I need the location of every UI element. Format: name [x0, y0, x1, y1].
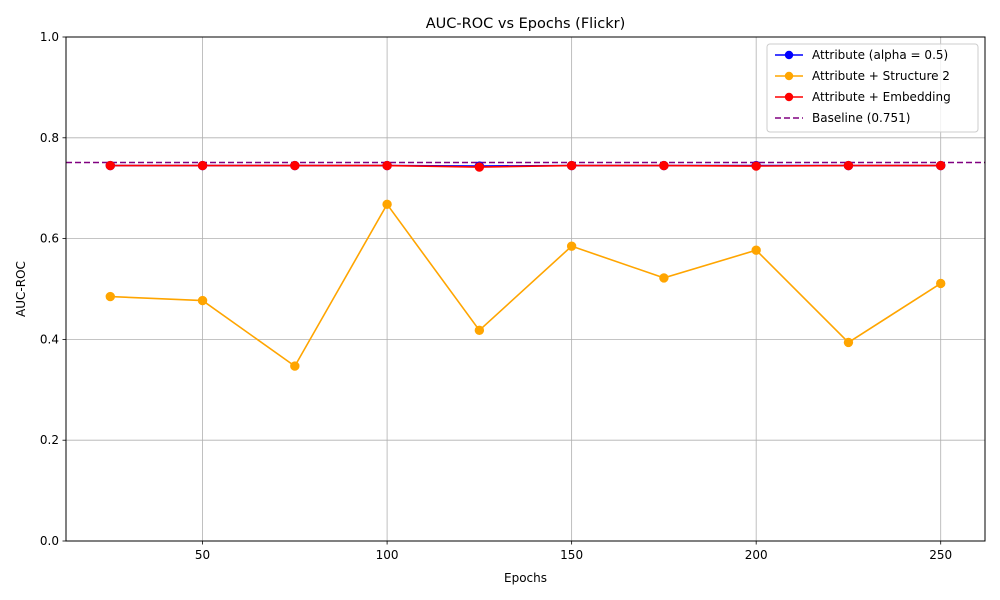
data-point	[936, 278, 946, 289]
legend-label: Attribute + Structure 2	[812, 69, 950, 83]
data-point	[843, 160, 854, 171]
data-point	[659, 160, 669, 171]
data-point	[197, 295, 208, 306]
x-tick-label: 150	[560, 548, 583, 562]
data-point	[843, 337, 854, 348]
x-axis-ticks: 50 100 150 200 250	[195, 541, 952, 562]
x-tick-label: 200	[745, 548, 768, 562]
y-tick-label: 0.8	[40, 131, 59, 145]
legend-box	[766, 43, 979, 133]
legend: Attribute (alpha = 0.5) Attribute + Struc…	[766, 43, 979, 133]
legend-entry: Baseline (0.751)	[775, 111, 910, 125]
series-line	[110, 202, 942, 368]
data-point	[566, 160, 577, 171]
chart-title: AUC-ROC vs Epochs (Flickr)	[426, 16, 625, 32]
x-tick-label: 250	[929, 548, 952, 562]
legend-entry: Attribute + Structure 2	[775, 69, 950, 83]
y-tick-label: 0.4	[40, 332, 59, 346]
data-point	[105, 291, 115, 302]
data-point	[382, 160, 392, 171]
series-3	[105, 160, 946, 172]
data-point	[474, 162, 485, 172]
x-tick-label: 50	[195, 548, 210, 562]
data-point	[382, 199, 392, 210]
y-tick-label: 0.6	[40, 232, 59, 246]
y-axis-ticks: 0.0 0.2 0.4 0.6 0.8 1.0	[40, 30, 66, 548]
legend-label: Baseline (0.751)	[812, 111, 910, 125]
legend-label: Attribute + Embedding	[812, 90, 951, 104]
data-point	[751, 245, 761, 255]
series-line	[110, 164, 941, 168]
data-point	[751, 161, 761, 171]
data-point	[290, 160, 300, 171]
x-tick-label: 100	[376, 548, 399, 562]
legend-marker	[784, 50, 794, 60]
series-layer	[105, 160, 946, 371]
data-point	[197, 160, 208, 171]
legend-marker	[784, 71, 794, 81]
x-axis-label: Epochs	[504, 571, 547, 585]
legend-label: Attribute (alpha = 0.5)	[812, 48, 948, 62]
legend-entry: Attribute (alpha = 0.5)	[775, 48, 948, 62]
series-2	[105, 199, 946, 371]
data-point	[936, 160, 946, 171]
data-point	[474, 325, 485, 336]
data-point	[659, 273, 669, 283]
data-point	[566, 241, 577, 251]
y-tick-label: 1.0	[40, 30, 59, 44]
data-point	[105, 160, 115, 171]
y-tick-label: 0.0	[40, 534, 59, 548]
y-axis-label: AUC-ROC	[14, 261, 28, 317]
y-tick-label: 0.2	[40, 433, 59, 447]
plot-frame	[65, 36, 986, 542]
legend-marker	[784, 92, 794, 102]
legend-entry: Attribute + Embedding	[775, 90, 951, 104]
data-point	[290, 361, 300, 371]
